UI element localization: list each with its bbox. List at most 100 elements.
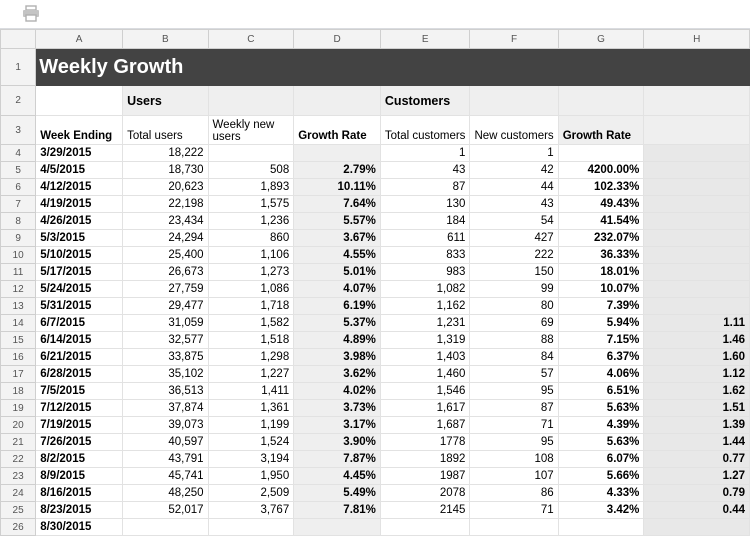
cell-total-users[interactable]: 52,017	[122, 501, 209, 519]
section-users[interactable]: Users	[122, 85, 209, 116]
cell[interactable]	[469, 85, 559, 116]
cell-weekly-new-users[interactable]: 2,509	[207, 484, 295, 502]
cell-column-h[interactable]: 1.11	[643, 314, 750, 332]
cell-total-users[interactable]: 36,513	[122, 382, 209, 400]
cell-total-users[interactable]: 39,073	[122, 416, 209, 434]
cell-week-ending[interactable]: 8/2/2015	[35, 450, 124, 468]
cell-weekly-new-users[interactable]: 508	[207, 161, 295, 179]
title-cell[interactable]	[469, 48, 559, 86]
cell-total-customers[interactable]: 1,319	[379, 331, 471, 349]
cell-new-customers[interactable]: 44	[469, 178, 559, 196]
row-number[interactable]: 20	[0, 416, 37, 434]
cell-new-customers[interactable]: 43	[469, 195, 559, 213]
cell-growth-rate-customers[interactable]: 41.54%	[557, 212, 645, 230]
cell-growth-rate-customers[interactable]	[557, 144, 645, 162]
column-header-a[interactable]: A	[35, 29, 124, 49]
cell-growth-rate-users[interactable]: 6.19%	[293, 297, 381, 315]
cell-week-ending[interactable]: 5/24/2015	[35, 280, 124, 298]
cell-total-customers[interactable]: 833	[379, 246, 471, 264]
cell-weekly-new-users[interactable]: 3,194	[207, 450, 295, 468]
row-number[interactable]: 16	[0, 348, 37, 366]
cell-column-h[interactable]	[643, 297, 750, 315]
column-header-c[interactable]: C	[207, 29, 295, 49]
cell-growth-rate-users[interactable]: 3.67%	[293, 229, 381, 247]
cell-column-h[interactable]: 0.77	[643, 450, 750, 468]
cell-new-customers[interactable]: 87	[469, 399, 559, 417]
cell-week-ending[interactable]: 7/19/2015	[35, 416, 124, 434]
cell-column-h[interactable]	[643, 263, 750, 281]
cell-weekly-new-users[interactable]: 1,298	[207, 348, 295, 366]
row-number[interactable]: 11	[0, 263, 37, 281]
cell-growth-rate-customers[interactable]: 232.07%	[557, 229, 645, 247]
cell-total-customers[interactable]: 1,231	[379, 314, 471, 332]
cell-week-ending[interactable]: 6/7/2015	[35, 314, 124, 332]
cell-growth-rate-users[interactable]: 4.07%	[293, 280, 381, 298]
cell-new-customers[interactable]: 108	[469, 450, 559, 468]
cell-week-ending[interactable]: 8/23/2015	[35, 501, 124, 519]
cell-total-customers[interactable]: 611	[379, 229, 471, 247]
cell-total-customers[interactable]: 1,403	[379, 348, 471, 366]
cell-growth-rate-customers[interactable]: 5.63%	[557, 433, 645, 451]
row-number[interactable]: 4	[0, 144, 37, 162]
row-number[interactable]: 19	[0, 399, 37, 417]
cell-column-h[interactable]: 1.60	[643, 348, 750, 366]
cell-week-ending[interactable]: 7/5/2015	[35, 382, 124, 400]
sheet-title[interactable]: Weekly Growth	[35, 48, 209, 86]
cell-growth-rate-customers[interactable]: 4.39%	[557, 416, 645, 434]
cell-week-ending[interactable]: 4/19/2015	[35, 195, 124, 213]
cell-column-h[interactable]: 1.62	[643, 382, 750, 400]
cell-weekly-new-users[interactable]: 1,718	[207, 297, 295, 315]
cell[interactable]	[643, 85, 750, 116]
cell-total-users[interactable]: 25,400	[122, 246, 209, 264]
cell-total-customers[interactable]: 43	[379, 161, 471, 179]
cell-growth-rate-customers[interactable]: 5.66%	[557, 467, 645, 485]
title-cell[interactable]	[207, 48, 295, 86]
cell-week-ending[interactable]: 6/28/2015	[35, 365, 124, 383]
cell-total-customers[interactable]: 130	[379, 195, 471, 213]
cell-total-customers[interactable]: 2078	[379, 484, 471, 502]
column-header-b[interactable]: B	[122, 29, 209, 49]
cell-total-customers[interactable]: 1892	[379, 450, 471, 468]
cell-weekly-new-users[interactable]: 1,893	[207, 178, 295, 196]
cell-column-h[interactable]	[643, 144, 750, 162]
cell-weekly-new-users[interactable]	[207, 144, 295, 162]
cell-new-customers[interactable]: 88	[469, 331, 559, 349]
cell-weekly-new-users[interactable]: 1,950	[207, 467, 295, 485]
cell-growth-rate-users[interactable]	[293, 144, 381, 162]
header-growth-rate-customers[interactable]: Growth Rate	[557, 115, 645, 145]
row-number[interactable]: 1	[0, 48, 37, 86]
cell-week-ending[interactable]: 4/26/2015	[35, 212, 124, 230]
cell-total-customers[interactable]: 2145	[379, 501, 471, 519]
row-number[interactable]: 18	[0, 382, 37, 400]
cell-total-customers[interactable]: 1,687	[379, 416, 471, 434]
cell-new-customers[interactable]: 99	[469, 280, 559, 298]
cell-week-ending[interactable]: 4/5/2015	[35, 161, 124, 179]
cell-growth-rate-users[interactable]: 5.37%	[293, 314, 381, 332]
cell-growth-rate-customers[interactable]: 6.51%	[557, 382, 645, 400]
header-total-users[interactable]: Total users	[122, 115, 209, 145]
cell-growth-rate-customers[interactable]: 6.07%	[557, 450, 645, 468]
cell-weekly-new-users[interactable]: 1,273	[207, 263, 295, 281]
header-new-customers[interactable]: New customers	[469, 115, 559, 145]
cell-new-customers[interactable]	[469, 518, 559, 536]
cell-growth-rate-customers[interactable]: 5.94%	[557, 314, 645, 332]
cell-column-h[interactable]	[643, 212, 750, 230]
column-header-g[interactable]: G	[557, 29, 645, 49]
select-all-corner[interactable]	[0, 29, 37, 49]
cell-weekly-new-users[interactable]: 3,767	[207, 501, 295, 519]
cell-growth-rate-customers[interactable]: 7.39%	[557, 297, 645, 315]
cell-new-customers[interactable]: 69	[469, 314, 559, 332]
cell-column-h[interactable]: 0.44	[643, 501, 750, 519]
cell-growth-rate-customers[interactable]	[557, 518, 645, 536]
row-number[interactable]: 2	[0, 85, 37, 116]
cell-weekly-new-users[interactable]: 1,236	[207, 212, 295, 230]
cell-weekly-new-users[interactable]: 1,106	[207, 246, 295, 264]
cell-column-h[interactable]	[643, 195, 750, 213]
cell-weekly-new-users[interactable]: 1,086	[207, 280, 295, 298]
cell-column-h[interactable]	[643, 178, 750, 196]
cell-new-customers[interactable]: 84	[469, 348, 559, 366]
cell-growth-rate-users[interactable]: 4.89%	[293, 331, 381, 349]
cell-total-customers[interactable]: 1778	[379, 433, 471, 451]
row-number[interactable]: 17	[0, 365, 37, 383]
cell-total-users[interactable]	[122, 518, 209, 536]
